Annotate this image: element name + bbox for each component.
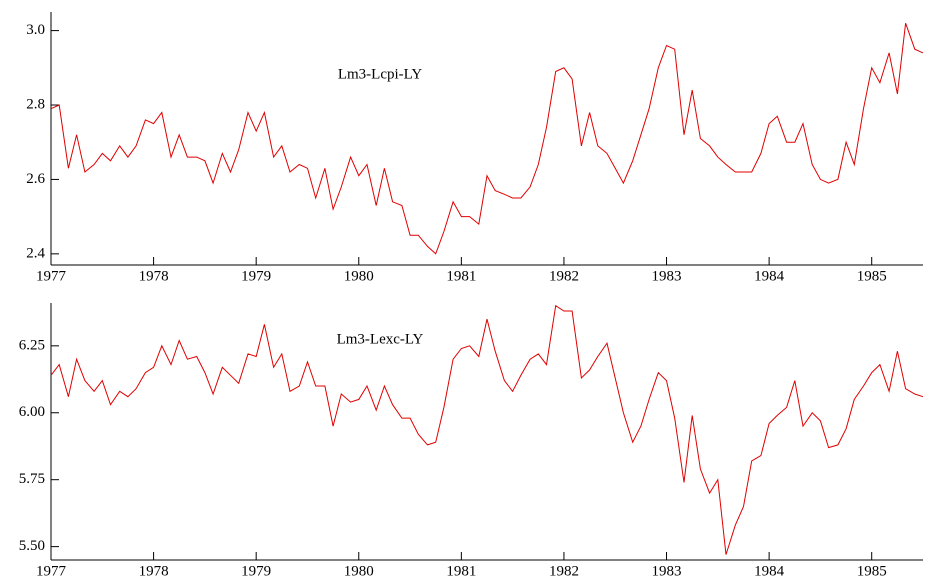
x-tick-label: 1977 xyxy=(36,563,67,579)
x-tick-label: 1977 xyxy=(36,268,67,284)
y-tick-label: 3.0 xyxy=(26,22,45,38)
y-tick-label: 2.4 xyxy=(26,245,45,261)
x-tick-label: 1978 xyxy=(139,563,169,579)
x-tick-label: 1981 xyxy=(446,563,476,579)
x-tick-label: 1983 xyxy=(652,268,682,284)
x-tick-label: 1982 xyxy=(549,563,579,579)
x-tick-label: 1980 xyxy=(344,268,374,284)
x-tick-label: 1982 xyxy=(549,268,579,284)
y-tick-label: 5.50 xyxy=(19,538,45,554)
series-label: Lm3-Lcpi-LY xyxy=(338,66,422,82)
x-tick-label: 1985 xyxy=(857,563,887,579)
y-tick-label: 2.6 xyxy=(26,171,45,187)
x-tick-label: 1985 xyxy=(857,268,887,284)
x-tick-label: 1984 xyxy=(754,563,785,579)
y-tick-label: 5.75 xyxy=(19,471,45,487)
x-tick-label: 1979 xyxy=(241,268,271,284)
y-tick-label: 6.25 xyxy=(19,337,45,353)
data-line xyxy=(50,304,924,555)
y-tick-label: 2.8 xyxy=(26,96,45,112)
data-line xyxy=(50,23,924,255)
y-tick-label: 6.00 xyxy=(19,404,45,420)
x-tick-label: 1980 xyxy=(344,563,374,579)
x-tick-label: 1979 xyxy=(241,563,271,579)
x-tick-label: 1983 xyxy=(652,563,682,579)
x-tick-label: 1981 xyxy=(446,268,476,284)
series-label: Lm3-Lexc-LY xyxy=(337,331,424,347)
x-tick-label: 1978 xyxy=(139,268,169,284)
x-tick-label: 1984 xyxy=(754,268,785,284)
